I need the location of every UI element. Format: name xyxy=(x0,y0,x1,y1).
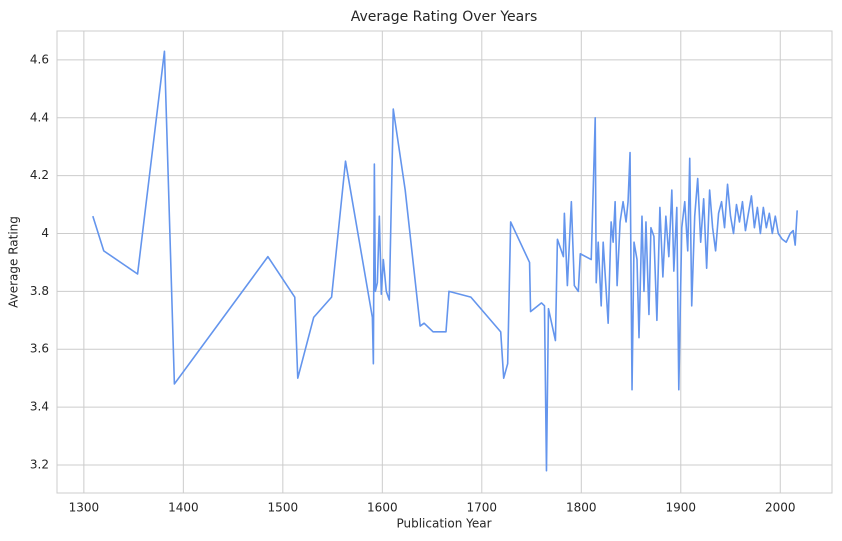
data-line xyxy=(92,50,798,472)
y-tick-label: 3.8 xyxy=(30,284,49,298)
x-tick-label: 2000 xyxy=(765,501,796,515)
x-tick-label: 1300 xyxy=(69,501,100,515)
y-tick-label: 4.6 xyxy=(30,52,49,66)
y-tick-label: 3.4 xyxy=(30,400,49,414)
x-axis-label: Publication Year xyxy=(396,517,491,531)
y-tick-label: 4.2 xyxy=(30,168,49,182)
x-tick-label: 1700 xyxy=(467,501,498,515)
x-tick-label: 1400 xyxy=(168,501,199,515)
y-tick-label: 4 xyxy=(41,226,49,240)
y-tick-label: 3.2 xyxy=(30,457,49,471)
y-tick-label: 4.4 xyxy=(30,110,49,124)
x-tick-label: 1600 xyxy=(367,501,398,515)
x-tick-label: 1900 xyxy=(666,501,697,515)
y-tick-label: 3.6 xyxy=(30,342,49,356)
x-tick-label: 1800 xyxy=(566,501,597,515)
y-axis-label: Average Rating xyxy=(7,216,21,308)
x-tick-label: 1500 xyxy=(268,501,299,515)
chart-title: Average Rating Over Years xyxy=(351,9,538,25)
plot-frame xyxy=(56,30,833,494)
